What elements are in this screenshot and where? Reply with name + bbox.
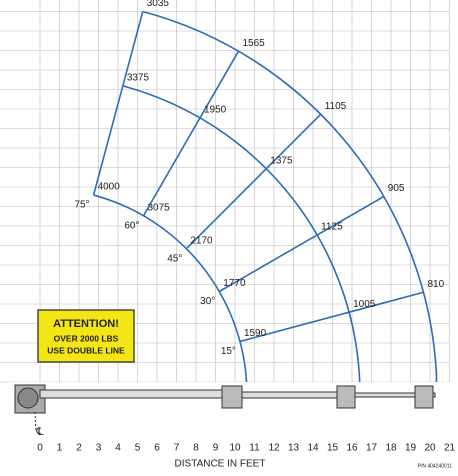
x-tick-label: 1 [57, 443, 63, 454]
x-tick-label: 8 [193, 443, 199, 454]
boom-angle-line [240, 292, 424, 341]
x-tick-label: 7 [174, 443, 180, 454]
load-label: 1005 [353, 299, 376, 310]
boom-angle-line [186, 114, 320, 248]
load-label: 810 [427, 279, 444, 290]
x-tick-label: 3 [96, 443, 102, 454]
load-label: 3375 [127, 73, 150, 84]
x-tick-label: 5 [135, 443, 141, 454]
x-tick-label: 2 [76, 443, 82, 454]
x-tick-label: 11 [249, 443, 260, 454]
x-tick-label: 9 [213, 443, 219, 454]
load-label: 4000 [98, 182, 121, 193]
x-tick-label: 4 [115, 443, 121, 454]
load-arc [143, 12, 437, 382]
attention-line: USE DOUBLE LINE [47, 345, 125, 355]
angle-label: 15° [221, 346, 236, 357]
attention-title: ATTENTION! [53, 318, 119, 330]
x-tick-label: 17 [366, 443, 378, 454]
x-tick-label: 10 [229, 443, 241, 454]
x-tick-label: 20 [424, 443, 436, 454]
angle-label: 45° [167, 253, 182, 264]
load-label: 2170 [190, 235, 213, 246]
x-tick-label: 21 [444, 443, 456, 454]
load-chart: 012345678910111213141516171819202175°400… [0, 0, 458, 471]
attention-line: OVER 2000 LBS [54, 333, 119, 343]
load-label: 1375 [270, 155, 293, 166]
load-arc [123, 86, 360, 382]
load-label: 1950 [204, 105, 227, 116]
load-label: 3035 [147, 0, 170, 9]
x-tick-label: 0 [37, 443, 43, 454]
x-tick-label: 6 [154, 443, 160, 454]
x-tick-label: 15 [327, 443, 339, 454]
load-label: 1105 [325, 101, 347, 112]
load-label: 905 [388, 183, 405, 194]
angle-label: 60° [124, 220, 139, 231]
x-tick-label: 13 [288, 443, 300, 454]
part-number: P/N 404240011 [418, 463, 453, 469]
angle-label: 75° [74, 200, 89, 211]
crane-drawing [10, 382, 455, 432]
x-tick-label: 16 [346, 443, 358, 454]
load-label: 1125 [321, 222, 343, 233]
x-axis-title: DISTANCE IN FEET [175, 459, 266, 470]
centerline-symbol: ℄ [35, 426, 43, 438]
load-label: 1590 [244, 328, 267, 339]
load-label: 3075 [148, 202, 171, 213]
load-label: 1565 [243, 38, 266, 49]
x-tick-label: 14 [307, 443, 319, 454]
x-tick-label: 19 [405, 443, 417, 454]
load-label: 1770 [223, 278, 246, 289]
x-tick-label: 12 [268, 443, 280, 454]
attention-box: ATTENTION! OVER 2000 LBS USE DOUBLE LINE [38, 310, 134, 362]
x-tick-label: 18 [385, 443, 397, 454]
angle-label: 30° [200, 296, 215, 307]
